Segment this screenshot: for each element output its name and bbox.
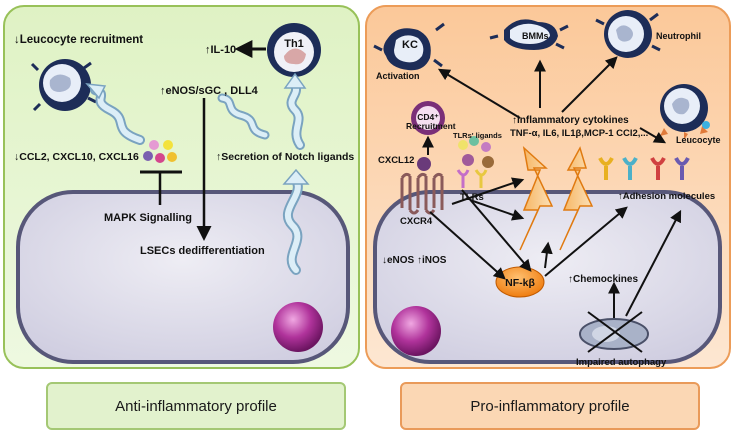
th1-label: Th1 — [284, 38, 304, 50]
neutrophil-label: Neutrophil — [656, 31, 701, 41]
adhesion-label: ↑Adhesion molecules — [618, 191, 715, 202]
cxcr4-label: CXCR4 — [400, 216, 433, 227]
anti-inflammatory-label: Anti-inflammatory profile — [115, 397, 277, 415]
cd4-icon — [411, 101, 445, 135]
cxcl12-label: CXCL12 — [378, 155, 414, 166]
anti-inflammatory-profile-box: Anti-inflammatory profile — [46, 382, 346, 430]
pro-inflammatory-profile-box: Pro-inflammatory profile — [400, 382, 700, 430]
wavy-arrow-notch-long — [282, 168, 310, 275]
nfkb-label: NF-kβ — [505, 277, 535, 289]
cytokine-bolt-right — [559, 146, 594, 251]
cytokines-label-1: ↑inflammatory cytokines — [512, 115, 629, 126]
lsec-label: LSECs dedifferentiation — [140, 245, 265, 257]
bmms-label: BMMs — [522, 31, 549, 41]
wavy-arrow-to-th1 — [283, 72, 307, 150]
activation-label: Activation — [376, 71, 420, 81]
left-leucocyte-icon — [30, 59, 97, 112]
tlr-receptors — [456, 169, 488, 188]
recruitment-label: Recruitment — [406, 121, 456, 131]
kc-label: KC — [402, 39, 418, 51]
right-nucleus — [391, 306, 441, 356]
left-endothelial-cell — [16, 190, 350, 364]
th1-icon — [267, 23, 321, 77]
wavy-arrow-notch-short — [217, 93, 270, 140]
cytokine-bolt-left — [519, 145, 554, 251]
notch-label: ↑Secretion of Notch ligands — [216, 151, 354, 163]
mapk-label: MAPK Signalling — [104, 212, 192, 224]
cd4-label: CD4⁺ — [417, 112, 439, 122]
il10-label: ↑IL-10 — [205, 44, 236, 56]
enos-inos-label: ↓eNOS ↑iNOS — [382, 255, 447, 266]
neutrophil-icon — [595, 10, 661, 58]
leucocyte-icon — [660, 84, 710, 140]
leucocyte-label: Leucocyte — [676, 135, 721, 145]
chemokine-dots — [143, 140, 177, 163]
autophagy-icon — [579, 311, 649, 353]
kc-icon — [373, 22, 445, 71]
wavy-arrow-to-leucocyte — [85, 83, 145, 145]
chemockines-label: ↑Chemockines — [568, 274, 638, 285]
pro-inflammatory-label: Pro-inflammatory profile — [470, 397, 630, 415]
autophagy-label: Impaired autophagy — [576, 357, 667, 368]
adhesion-receptors — [598, 157, 690, 180]
enos-sgc-label: ↑eNOS/sGC , DLL4 — [160, 85, 259, 97]
right-arrows — [429, 56, 682, 318]
right-endothelial-cell — [373, 190, 722, 364]
cxcl12-ligand — [417, 157, 431, 171]
left-nucleus — [273, 302, 323, 352]
chemokines-down-label: ↓CCL2, CXCL10, CXCL16 — [14, 151, 139, 163]
tlr-ligand-dots — [458, 136, 494, 168]
tlr-ligands-label: TLRs' ligands — [453, 131, 502, 140]
leucocyte-recruitment-label: ↓Leucocyte recruitment — [14, 34, 143, 46]
cytokines-label-2: TNF-α, IL6, IL1β,MCP-1 CCl2,... — [510, 128, 648, 139]
bmms-icon — [489, 19, 569, 50]
cxcr4-receptor — [400, 172, 444, 215]
